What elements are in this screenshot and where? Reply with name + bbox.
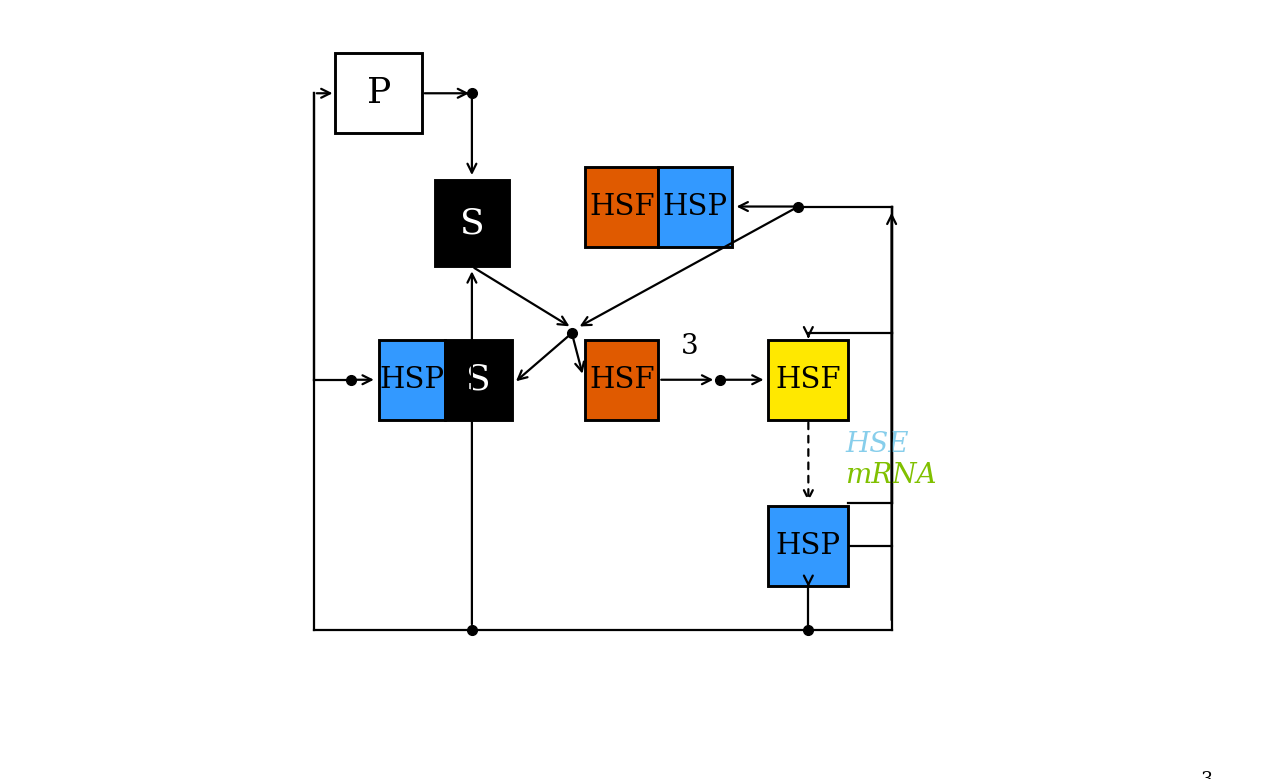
Text: HSE: HSE bbox=[845, 431, 909, 458]
Bar bbox=[445, 340, 511, 420]
Text: S: S bbox=[459, 206, 484, 240]
Text: 3: 3 bbox=[681, 333, 699, 360]
Bar bbox=[585, 167, 658, 246]
Text: P: P bbox=[366, 76, 390, 111]
Bar bbox=[585, 340, 658, 420]
Text: S: S bbox=[467, 363, 491, 397]
Text: HSP: HSP bbox=[663, 192, 728, 220]
Text: mRNA: mRNA bbox=[845, 461, 937, 488]
Bar bbox=[769, 340, 848, 420]
Text: HSF: HSF bbox=[589, 192, 654, 220]
Bar bbox=[435, 180, 509, 266]
Text: HSP: HSP bbox=[380, 366, 445, 393]
Text: HSF: HSF bbox=[775, 366, 842, 393]
Text: 3: 3 bbox=[1200, 771, 1213, 779]
Bar bbox=[335, 53, 422, 133]
Bar bbox=[769, 506, 848, 587]
Text: HSP: HSP bbox=[776, 532, 840, 560]
Bar bbox=[658, 167, 732, 246]
Text: HSF: HSF bbox=[589, 366, 654, 393]
Bar bbox=[379, 340, 445, 420]
